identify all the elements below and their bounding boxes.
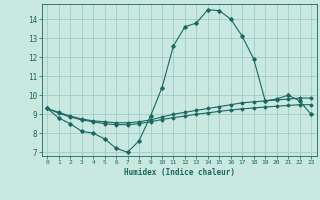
- X-axis label: Humidex (Indice chaleur): Humidex (Indice chaleur): [124, 168, 235, 177]
